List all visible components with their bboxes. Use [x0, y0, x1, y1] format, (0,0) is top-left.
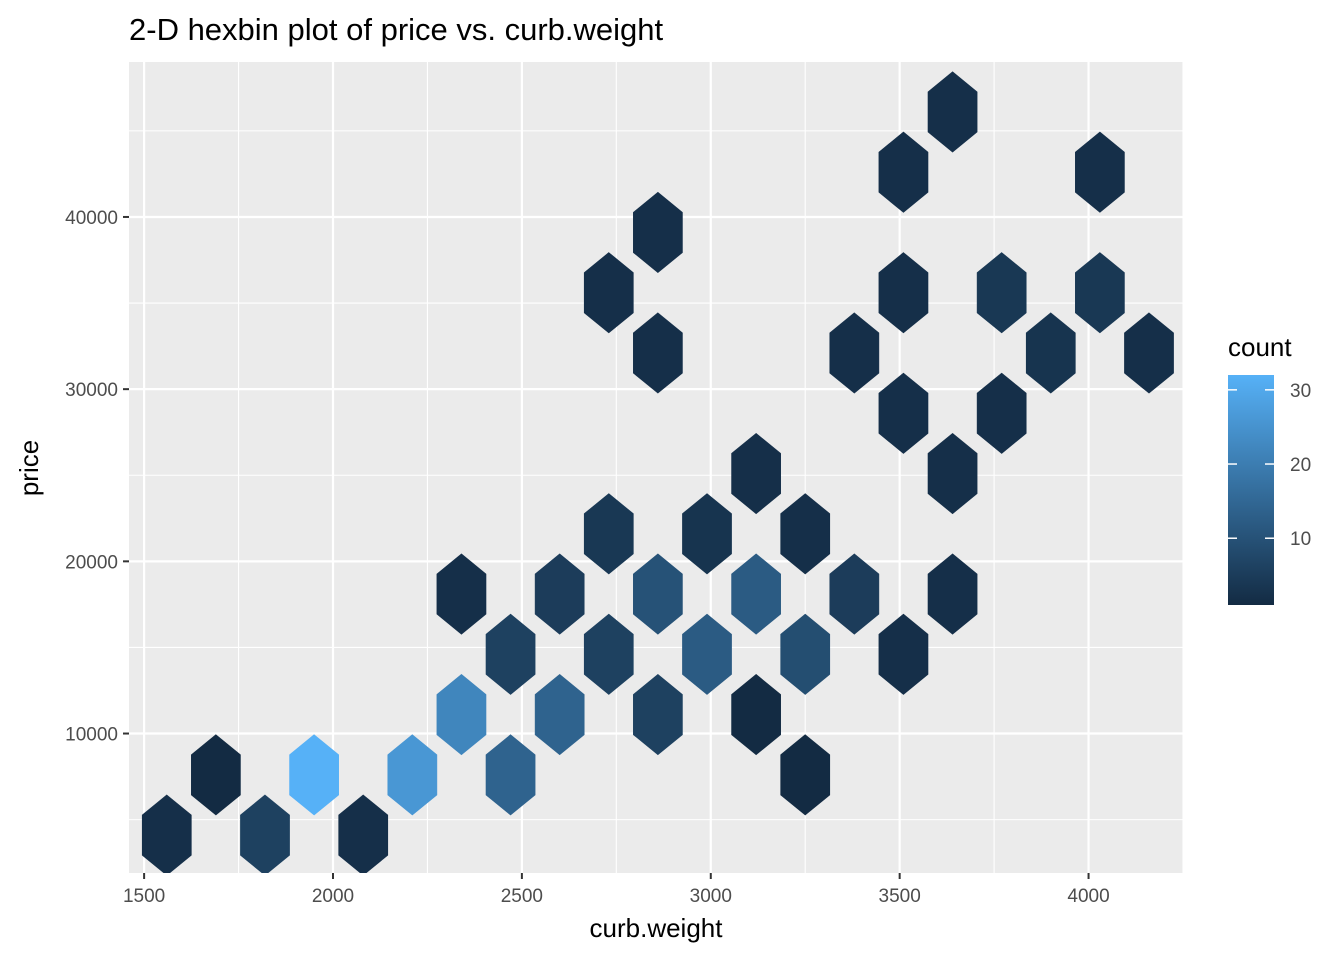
hexbin-cell — [1075, 252, 1125, 334]
x-tick-label: 2000 — [312, 886, 354, 907]
x-axis-title: curb.weight — [590, 913, 724, 943]
hexbin-cell — [583, 252, 634, 334]
hexbin-cell — [633, 553, 683, 635]
y-axis-title: price — [14, 440, 44, 496]
hexbin-cell — [927, 71, 978, 153]
hexbin-cell — [485, 613, 536, 695]
hexbin-cell — [633, 191, 683, 274]
hexbin-cell — [633, 674, 683, 756]
chart-title: 2-D hexbin plot of price vs. curb.weight — [129, 12, 664, 47]
hexbin-cell — [731, 553, 781, 635]
hexbin-cell — [1025, 312, 1076, 394]
hexbin-cell — [829, 553, 880, 635]
hexbin-cell — [485, 734, 536, 816]
legend-colorbar — [1228, 375, 1274, 605]
hexbin-cell — [338, 794, 389, 873]
legend-title: count — [1228, 332, 1292, 362]
hexbin-cell — [682, 613, 732, 695]
hexbin-cell — [878, 252, 929, 334]
hexbin-cell — [927, 553, 978, 635]
hexbin-cell — [240, 794, 290, 873]
legend: count 10 20 30 — [1228, 332, 1311, 605]
hexbin-cell — [976, 372, 1027, 454]
hexbin-cell — [436, 553, 487, 635]
legend-tick-label: 20 — [1290, 455, 1311, 476]
y-tick-label: 30000 — [65, 380, 118, 401]
hexbin-cell — [534, 553, 585, 635]
hexbin-cell — [731, 674, 781, 756]
hexbin-cell — [780, 493, 831, 575]
hexbin-cell — [731, 432, 781, 515]
y-tick-label: 20000 — [65, 552, 118, 573]
hexbin-cell — [141, 794, 192, 873]
hexbin-cell — [878, 131, 929, 213]
y-axis: 10000 20000 30000 40000 — [65, 208, 129, 746]
hexbin-cell — [682, 493, 732, 575]
hexbin-cell — [927, 432, 978, 515]
hexbin-cell — [387, 734, 438, 816]
x-tick-label: 4000 — [1067, 886, 1109, 907]
hexbin-cell — [780, 613, 831, 695]
hexbin-cell — [1075, 131, 1125, 213]
hexbin-cell — [191, 734, 241, 816]
hexbin-cell — [878, 372, 929, 454]
hexbin-cell — [780, 734, 831, 816]
x-tick-label: 3500 — [879, 886, 921, 907]
hexbin-cell — [633, 312, 683, 394]
hexbin-cell — [436, 674, 487, 756]
y-tick-label: 40000 — [65, 208, 118, 229]
x-tick-label: 1500 — [123, 886, 165, 907]
legend-tick-label: 10 — [1290, 529, 1311, 550]
hexbin-cell — [583, 493, 634, 575]
hex-bins — [141, 71, 1174, 873]
hexbin-layer — [141, 71, 1174, 873]
x-axis: 1500 2000 2500 3000 3500 4000 — [123, 873, 1110, 907]
hexbin-cell — [289, 734, 339, 816]
hexbin-cell — [976, 252, 1027, 334]
hexbin-cell — [1124, 312, 1174, 394]
y-tick-label: 10000 — [65, 725, 118, 746]
x-tick-label: 3000 — [690, 886, 732, 907]
hexbin-cell — [534, 674, 585, 756]
hexbin-cell — [829, 312, 880, 394]
legend-ticks: 10 20 30 — [1228, 381, 1311, 550]
hexbin-cell — [878, 613, 929, 695]
x-tick-label: 2500 — [501, 886, 543, 907]
legend-tick-label: 30 — [1290, 381, 1311, 402]
hexbin-cell — [583, 613, 634, 695]
